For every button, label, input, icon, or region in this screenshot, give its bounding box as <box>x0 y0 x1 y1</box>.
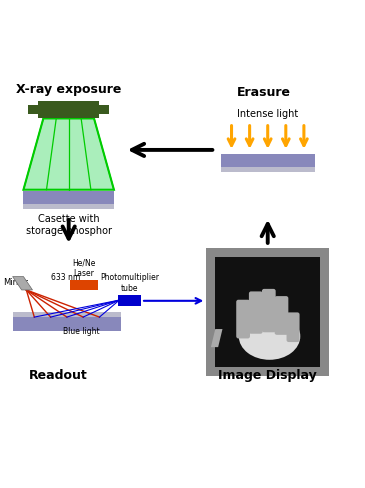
Bar <box>28 105 38 114</box>
FancyBboxPatch shape <box>249 291 263 334</box>
FancyBboxPatch shape <box>262 289 276 332</box>
Text: He/Ne
Laser: He/Ne Laser <box>72 259 96 278</box>
Bar <box>206 247 329 376</box>
Text: Mirror: Mirror <box>4 278 28 287</box>
Text: X-ray exposure: X-ray exposure <box>16 82 122 96</box>
Text: Blue light: Blue light <box>63 327 100 336</box>
Bar <box>23 204 114 209</box>
Bar <box>99 105 109 114</box>
FancyBboxPatch shape <box>274 296 288 335</box>
Bar <box>70 280 98 290</box>
Bar <box>221 154 315 167</box>
Text: Casette with
storage phosphor: Casette with storage phosphor <box>26 214 112 236</box>
Polygon shape <box>23 119 114 190</box>
Bar <box>13 317 121 331</box>
FancyBboxPatch shape <box>287 312 300 342</box>
Bar <box>38 101 99 119</box>
Polygon shape <box>211 329 223 347</box>
Text: Erasure: Erasure <box>237 86 291 99</box>
Text: Intense light: Intense light <box>237 109 298 119</box>
Ellipse shape <box>239 313 300 360</box>
Bar <box>23 191 114 204</box>
Text: 633 nm: 633 nm <box>51 273 80 282</box>
Polygon shape <box>13 277 32 290</box>
Bar <box>118 295 141 306</box>
Bar <box>13 312 121 317</box>
Text: Image Display: Image Display <box>218 369 317 382</box>
FancyBboxPatch shape <box>236 300 250 339</box>
Bar <box>215 257 320 367</box>
Text: Photomultiplier
tube: Photomultiplier tube <box>100 273 159 293</box>
Text: Readout: Readout <box>28 369 87 382</box>
Bar <box>221 167 315 172</box>
